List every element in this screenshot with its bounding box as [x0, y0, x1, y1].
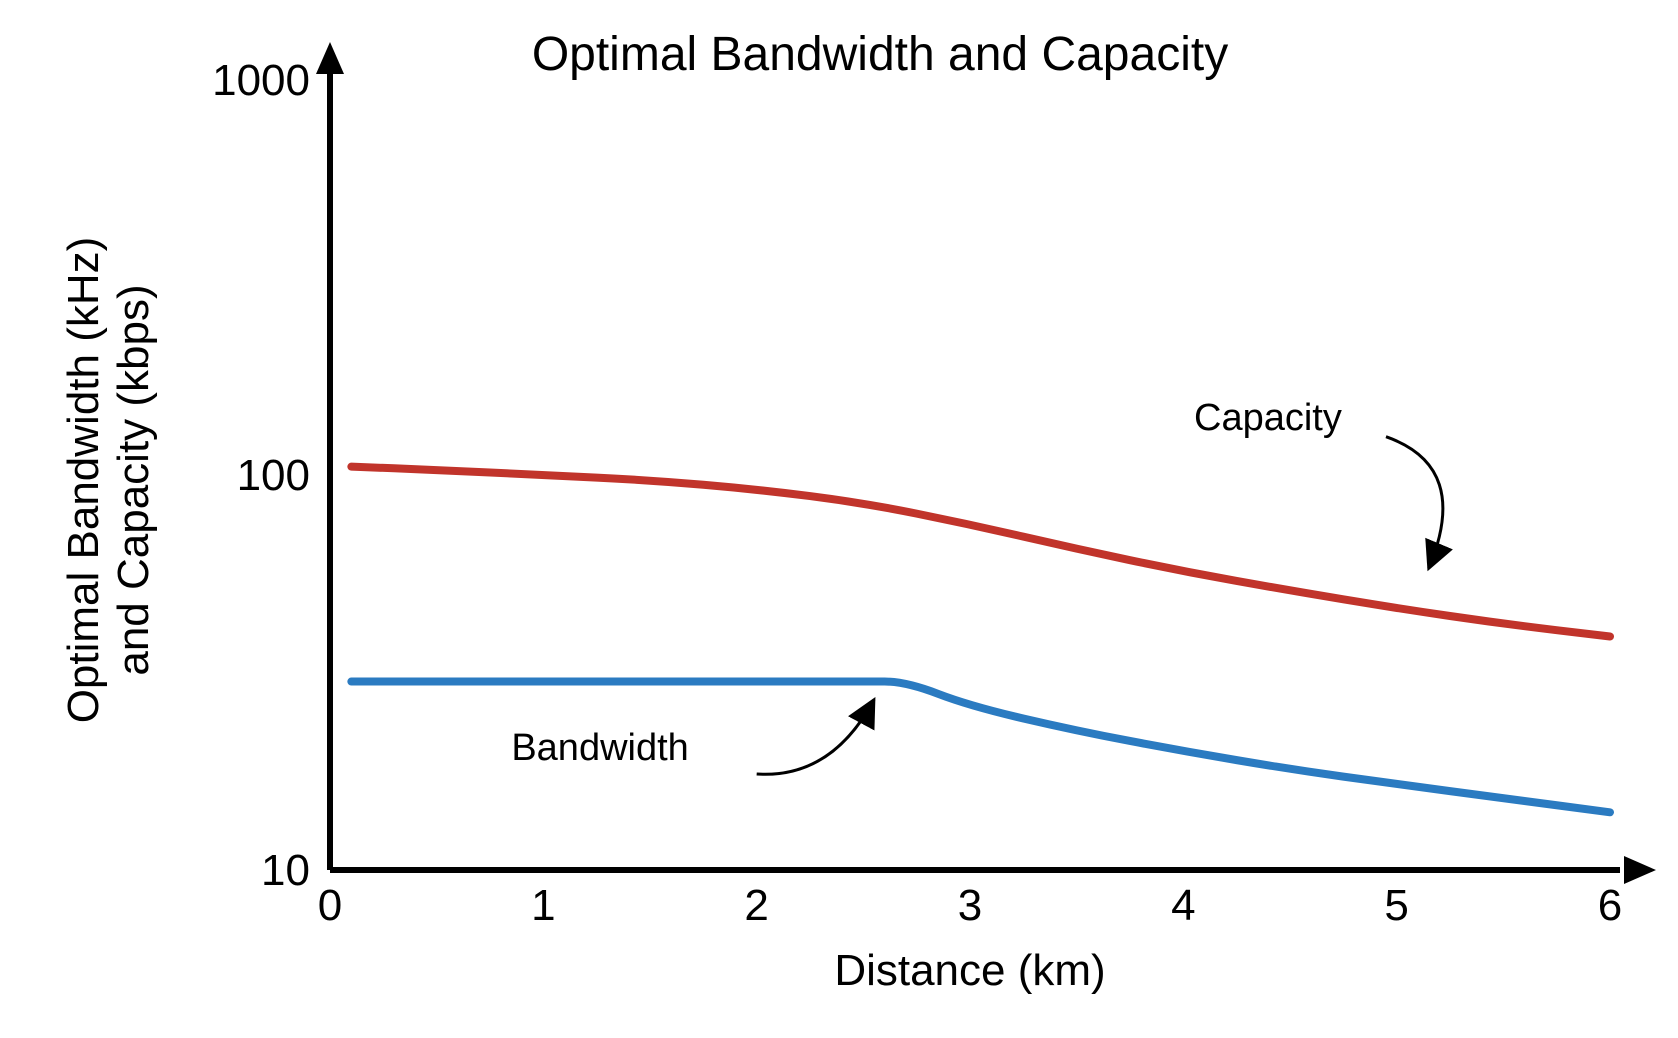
x-axis-label: Distance (km): [834, 946, 1105, 995]
svg-text:and Capacity (kbps): and Capacity (kbps): [109, 284, 158, 675]
x-tick-label: 4: [1171, 881, 1195, 930]
series-capacity-label: Capacity: [1194, 397, 1342, 439]
y-tick-label: 100: [237, 451, 310, 500]
x-tick-labels: 0 1 2 3 4 5 6: [318, 881, 1622, 930]
y-axis-label: Optimal Bandwidth (kHz) and Capacity (kb…: [59, 237, 158, 724]
series-annotations: Capacity Bandwidth: [511, 397, 1443, 774]
x-tick-label: 3: [958, 881, 982, 930]
x-tick-label: 6: [1598, 881, 1622, 930]
series-capacity-line: [351, 467, 1610, 637]
series-bandwidth-label: Bandwidth: [511, 727, 688, 769]
y-axis-arrowhead-icon: [316, 42, 344, 74]
bandwidth-annotation-arrow-icon: [757, 700, 874, 775]
svg-text:Optimal Bandwidth (kHz): Optimal Bandwidth (kHz): [59, 237, 108, 724]
y-tick-label: 10: [261, 846, 310, 895]
chart-title: Optimal Bandwidth and Capacity: [532, 28, 1228, 81]
y-tick-label: 1000: [212, 56, 310, 105]
x-tick-label: 5: [1384, 881, 1408, 930]
x-axis-arrowhead-icon: [1624, 856, 1656, 884]
bandwidth-capacity-chart: Optimal Bandwidth and Capacity Optimal B…: [0, 0, 1678, 1038]
x-tick-label: 1: [531, 881, 555, 930]
x-tick-label: 2: [744, 881, 768, 930]
capacity-annotation-arrow-icon: [1386, 437, 1443, 569]
y-tick-labels: 10 100 1000: [212, 56, 310, 895]
x-tick-label: 0: [318, 881, 342, 930]
